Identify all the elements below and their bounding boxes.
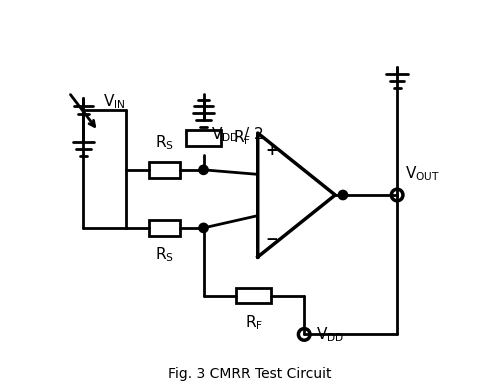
Text: V$_{\rm DD}$: V$_{\rm DD}$ <box>316 325 344 344</box>
FancyBboxPatch shape <box>150 220 180 236</box>
Circle shape <box>199 223 208 232</box>
Text: R$_{\rm F}$: R$_{\rm F}$ <box>232 129 250 147</box>
Text: R$_{\rm S}$: R$_{\rm S}$ <box>156 133 174 152</box>
Circle shape <box>338 190 347 200</box>
FancyBboxPatch shape <box>236 288 272 303</box>
Text: R$_{\rm S}$: R$_{\rm S}$ <box>156 246 174 264</box>
Text: V$_{\rm IN}$: V$_{\rm IN}$ <box>103 93 126 112</box>
Text: V$_{\rm DD}$ / 2: V$_{\rm DD}$ / 2 <box>212 125 264 144</box>
FancyBboxPatch shape <box>186 130 221 145</box>
Circle shape <box>199 165 208 174</box>
Text: Fig. 3 CMRR Test Circuit: Fig. 3 CMRR Test Circuit <box>168 367 332 381</box>
Text: −: − <box>265 232 278 247</box>
Text: R$_{\rm F}$: R$_{\rm F}$ <box>245 314 263 332</box>
Text: +: + <box>265 143 278 158</box>
FancyBboxPatch shape <box>150 162 180 177</box>
Text: V$_{\rm OUT}$: V$_{\rm OUT}$ <box>405 165 440 183</box>
